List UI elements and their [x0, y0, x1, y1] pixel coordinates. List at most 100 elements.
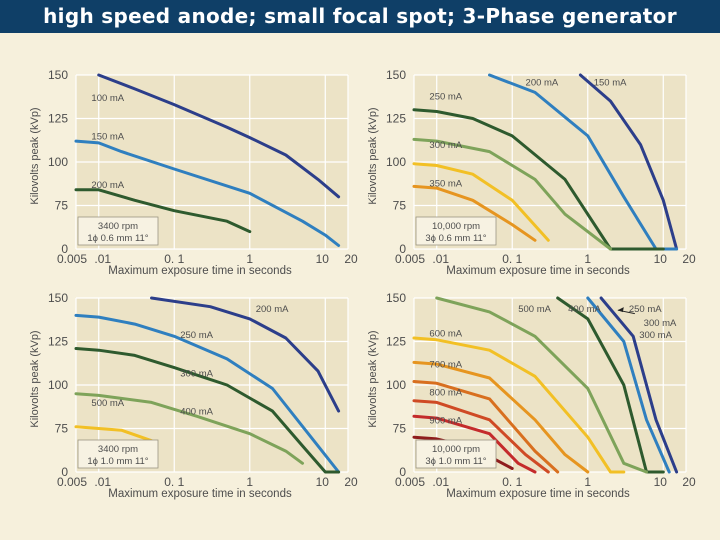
series-label: 400 mA — [180, 407, 213, 418]
y-tick-label: 100 — [386, 378, 406, 392]
y-tick-label: 150 — [48, 68, 68, 82]
series-label: 150 mA — [594, 77, 627, 88]
series-line — [412, 162, 550, 242]
series-line — [74, 425, 153, 443]
x-tick-label: 1 — [584, 252, 591, 266]
y-tick-label: 0 — [399, 242, 406, 256]
chart-panel-4: 0 75 100 125 150 0.005 .01 0. 1 1 10 20 Maximum exp… — [367, 291, 696, 500]
series-label: 400 mA — [568, 304, 601, 315]
series-line — [74, 139, 341, 247]
series-line — [556, 296, 665, 474]
series-line — [586, 296, 671, 474]
series-label: 100 mA — [91, 93, 124, 104]
y-tick-label: 125 — [48, 335, 68, 349]
x-tick-label: .01 — [94, 475, 111, 489]
series-label: 200 mA — [91, 180, 124, 191]
x-tick-label: 0. 1 — [502, 475, 522, 489]
series-line — [412, 399, 550, 474]
y-tick-label: 125 — [48, 112, 68, 126]
series-label: 250 mA — [180, 330, 213, 341]
series-line — [412, 336, 626, 474]
series-label: 500 mA — [91, 398, 124, 409]
spec-box — [415, 439, 497, 469]
annotation-arrow-head — [617, 307, 624, 313]
series-label: 700 mA — [429, 360, 462, 371]
spec-line-2: 1ϕ 1.0 mm 11° — [87, 456, 148, 467]
series-label: 500 mA — [518, 304, 551, 315]
series-label: 200 mA — [256, 304, 289, 315]
x-tick-label: 1 — [246, 252, 253, 266]
spec-box — [415, 216, 497, 246]
x-tick-label: .01 — [432, 475, 449, 489]
series-line — [74, 313, 341, 474]
x-tick-label: 0. 1 — [164, 252, 184, 266]
y-tick-label: 75 — [55, 199, 69, 213]
chart-panel-1: 0 75 100 125 150 0.005 .01 0. 1 1 10 20 Maximum exp… — [29, 68, 358, 277]
spec-line-1: 10,000 rpm — [432, 444, 480, 455]
x-tick-label: 10 — [654, 252, 668, 266]
series-label: 800 mA — [429, 387, 462, 398]
y-tick-label: 0 — [61, 465, 68, 479]
series-line — [412, 414, 537, 474]
x-tick-label: 0.005 — [57, 475, 87, 489]
spec-line-2: 3ϕ 0.6 mm 11° — [425, 233, 486, 244]
y-axis-title: Kilovolts peak (kVp) — [367, 330, 379, 427]
series-label: 250 mA — [629, 304, 662, 315]
y-tick-label: 75 — [393, 199, 407, 213]
series-label: 250 mA — [429, 91, 462, 102]
annotation-label: 300 mA — [644, 318, 677, 329]
spec-line-2: 3ϕ 1.0 mm 11° — [425, 456, 486, 467]
y-axis-title: Kilovolts peak (kVp) — [29, 107, 41, 204]
y-tick-label: 150 — [48, 291, 68, 305]
chart-panel-2: 0 75 100 125 150 0.005 .01 0. 1 1 10 20 Maximum exp… — [367, 68, 696, 277]
y-tick-label: 0 — [61, 242, 68, 256]
y-tick-label: 150 — [386, 68, 406, 82]
y-tick-label: 0 — [399, 465, 406, 479]
spec-line-2: 1ϕ 0.6 mm 11° — [87, 233, 148, 244]
x-tick-label: 1 — [584, 475, 591, 489]
series-label: 200 mA — [526, 77, 559, 88]
y-tick-label: 75 — [393, 422, 407, 436]
x-tick-label: 10 — [654, 475, 668, 489]
x-tick-label: 0. 1 — [164, 475, 184, 489]
series-label: 150 mA — [91, 131, 124, 142]
y-tick-label: 125 — [386, 112, 406, 126]
series-label: 600 mA — [429, 328, 462, 339]
x-tick-label: 20 — [682, 475, 696, 489]
spec-line-1: 3400 rpm — [98, 444, 138, 455]
y-tick-label: 100 — [48, 378, 68, 392]
y-tick-label: 125 — [386, 335, 406, 349]
title-bar: high speed anode; small focal spot; 3-Ph… — [0, 0, 720, 33]
spec-line-1: 3400 rpm — [98, 221, 138, 232]
series-label: 300 mA — [429, 140, 462, 151]
x-tick-label: 0.005 — [57, 252, 87, 266]
y-axis-title: Kilovolts peak (kVp) — [29, 330, 41, 427]
spec-box — [77, 439, 159, 469]
series-line — [74, 392, 304, 465]
y-tick-label: 100 — [386, 155, 406, 169]
x-tick-label: 20 — [344, 475, 358, 489]
series-line — [412, 137, 612, 251]
x-axis-title: Maximum exposure time in seconds — [108, 265, 292, 277]
x-tick-label: 0.005 — [395, 475, 425, 489]
series-label: 300 mA — [639, 330, 672, 341]
y-axis-title: Kilovolts peak (kVp) — [367, 107, 379, 204]
x-tick-label: 0.005 — [395, 252, 425, 266]
x-tick-label: 10 — [316, 475, 330, 489]
y-tick-label: 75 — [55, 422, 69, 436]
series-line — [74, 188, 252, 234]
slide-title: high speed anode; small focal spot; 3-Ph… — [43, 4, 677, 28]
y-tick-label: 150 — [386, 291, 406, 305]
series-line — [435, 296, 648, 474]
x-axis-title: Maximum exposure time in seconds — [108, 488, 292, 500]
spec-box — [77, 216, 159, 246]
series-label: 350 mA — [429, 178, 462, 189]
x-tick-label: 0. 1 — [502, 252, 522, 266]
series-line — [578, 73, 679, 251]
series-line — [412, 184, 537, 242]
x-tick-label: 1 — [246, 475, 253, 489]
series-line — [150, 296, 341, 413]
series-label: 900 mA — [429, 415, 462, 426]
series-line — [74, 347, 341, 474]
